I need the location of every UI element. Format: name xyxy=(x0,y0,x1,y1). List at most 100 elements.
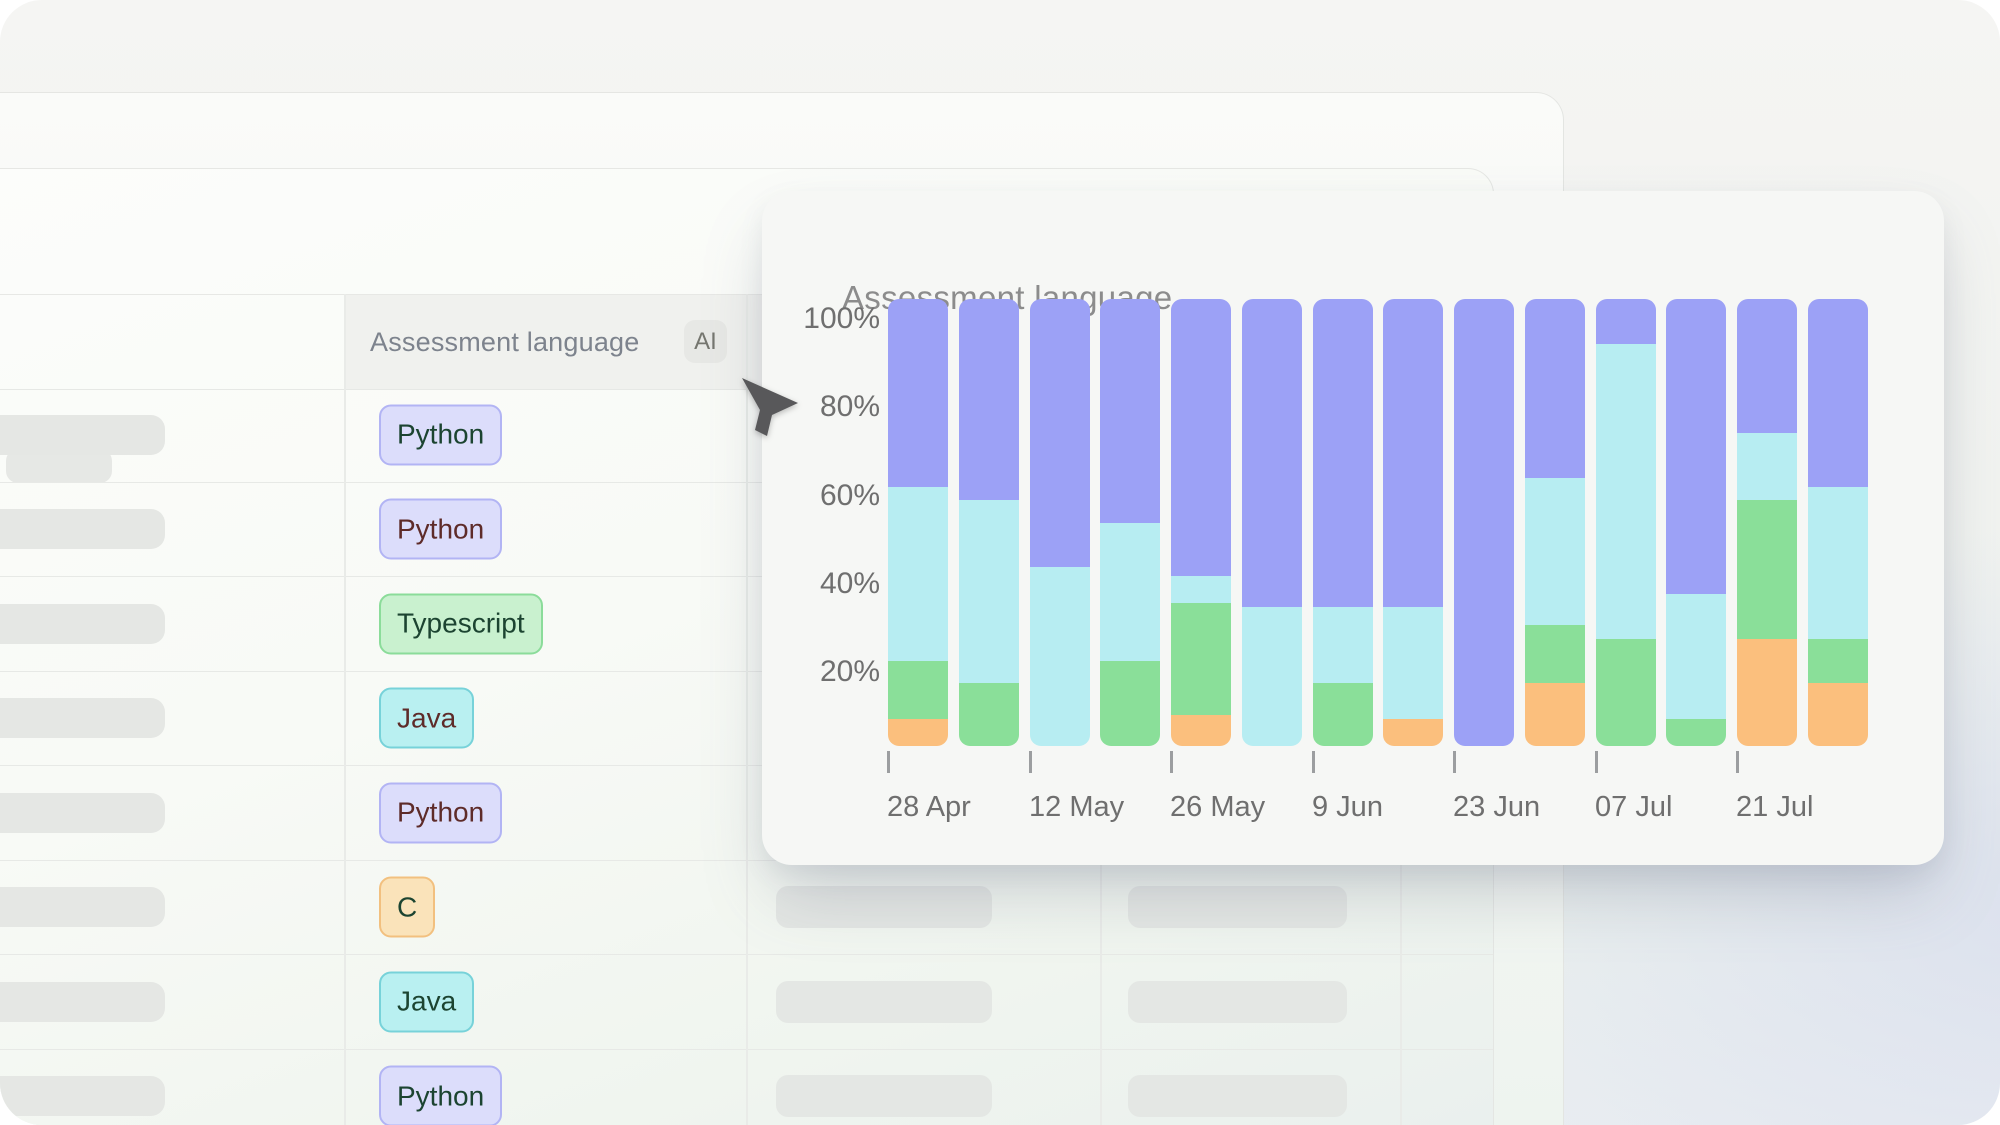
bar-segment-cyan xyxy=(1030,567,1090,746)
column-header-assessment-language[interactable]: Assessment language xyxy=(370,326,640,357)
bar-segment-purple xyxy=(1242,299,1302,608)
chart-card: Assessment language 100% 80% 60% 40% 20% 28 … xyxy=(762,191,1944,865)
chart-x-ticks xyxy=(887,751,1887,773)
column-divider-2 xyxy=(746,294,748,1125)
bar-segment-cyan xyxy=(1666,594,1726,720)
chart-bar[interactable] xyxy=(1525,299,1585,746)
bar-segment-purple xyxy=(1737,299,1797,434)
bar-segment-cyan xyxy=(1808,486,1868,639)
language-badge: Java xyxy=(379,687,475,749)
x-axis-tick-label: 07 Jul xyxy=(1595,791,1673,823)
chart-bar[interactable] xyxy=(1596,299,1656,746)
row-skeleton-pill xyxy=(0,792,165,833)
row-skeleton-pill xyxy=(0,698,165,739)
ai-badge[interactable]: AI xyxy=(684,320,727,363)
bar-segment-orange xyxy=(888,719,948,746)
bar-segment-cyan xyxy=(1100,522,1160,662)
chart-x-axis-labels: 28 Apr 12 May 26 May 9 Jun 23 Jun 07 Jul 21 Ju… xyxy=(887,791,1937,831)
language-badge: Python xyxy=(379,782,503,844)
chart-plot xyxy=(888,299,1888,746)
bar-segment-purple xyxy=(1313,299,1373,608)
chart-bar[interactable] xyxy=(1313,299,1373,746)
chart-bar[interactable] xyxy=(1808,299,1868,746)
bar-segment-orange xyxy=(1525,683,1585,746)
chart-bar[interactable] xyxy=(1383,299,1443,746)
bar-segment-green xyxy=(1313,683,1373,746)
chart-bar[interactable] xyxy=(1737,299,1797,746)
row-skeleton-pill-col3 xyxy=(776,1075,992,1118)
row-skeleton-pill-col3 xyxy=(776,980,992,1023)
row-skeleton-pill xyxy=(0,981,165,1022)
bar-segment-green xyxy=(1737,500,1797,639)
bar-segment-purple xyxy=(1030,299,1090,568)
row-skeleton-pill-col4 xyxy=(1128,886,1347,929)
row-skeleton-pill xyxy=(0,509,165,550)
bar-segment-purple xyxy=(1171,299,1231,577)
language-badge: Java xyxy=(379,971,475,1033)
bar-segment-green xyxy=(1596,638,1656,746)
bar-segment-green xyxy=(1808,638,1868,684)
y-axis-tick-label: 80% xyxy=(819,390,880,424)
bar-segment-purple xyxy=(1383,299,1443,608)
bar-segment-cyan xyxy=(1242,607,1302,746)
table-row: Typescript xyxy=(0,577,1493,672)
bar-segment-green xyxy=(888,661,948,720)
bar-segment-purple xyxy=(1808,299,1868,487)
bar-segment-purple xyxy=(1666,299,1726,595)
x-axis-tick-mark xyxy=(1170,751,1173,773)
bar-segment-cyan xyxy=(1737,433,1797,501)
chart-bar[interactable] xyxy=(1171,299,1231,746)
bar-segment-purple xyxy=(1454,299,1514,746)
bar-segment-orange xyxy=(1737,638,1797,746)
x-axis-tick-mark xyxy=(1736,751,1739,773)
y-axis-tick-label: 20% xyxy=(819,655,880,689)
bar-segment-cyan xyxy=(959,500,1019,684)
x-axis-tick-label: 21 Jul xyxy=(1736,791,1814,823)
chart-bar[interactable] xyxy=(1030,299,1090,746)
bar-segment-purple xyxy=(1596,299,1656,344)
bar-segment-green xyxy=(959,683,1019,746)
row-skeleton-pill xyxy=(0,887,165,928)
table-row: Python xyxy=(0,1050,1493,1125)
bar-segment-green xyxy=(1100,661,1160,746)
row-skeleton-pill-col4 xyxy=(1128,1075,1347,1118)
language-badge: C xyxy=(379,876,436,938)
bar-segment-green xyxy=(1171,602,1231,715)
chart-bar[interactable] xyxy=(1242,299,1302,746)
x-axis-tick-label: 9 Jun xyxy=(1312,791,1383,823)
y-axis-tick-label: 40% xyxy=(819,566,880,600)
chart-bar[interactable] xyxy=(1666,299,1726,746)
bar-segment-cyan xyxy=(1171,576,1231,603)
x-axis-tick-mark xyxy=(1595,751,1598,773)
row-skeleton-pill xyxy=(0,603,165,644)
x-axis-tick-mark xyxy=(887,751,890,773)
bar-segment-green xyxy=(1525,625,1585,684)
column-divider-1 xyxy=(344,294,346,1125)
bar-segment-cyan xyxy=(1596,343,1656,639)
x-axis-tick-label: 12 May xyxy=(1029,791,1125,823)
x-axis-tick-mark xyxy=(1029,751,1032,773)
x-axis-tick-label: 23 Jun xyxy=(1453,791,1541,823)
bar-segment-green xyxy=(1666,719,1726,746)
bar-segment-cyan xyxy=(888,486,948,662)
chart-y-axis: 100% 80% 60% 40% 20% xyxy=(762,191,880,865)
bar-segment-cyan xyxy=(1383,607,1443,720)
language-badge: Python xyxy=(379,404,503,466)
x-axis-tick-label: 26 May xyxy=(1170,791,1266,823)
bar-segment-purple xyxy=(1100,299,1160,523)
chart-bar[interactable] xyxy=(959,299,1019,746)
x-axis-tick-mark xyxy=(1312,751,1315,773)
bar-segment-purple xyxy=(959,299,1019,501)
chart-bar[interactable] xyxy=(888,299,948,746)
row-skeleton-pill xyxy=(0,1076,165,1117)
x-axis-tick-mark xyxy=(1453,751,1456,773)
bar-segment-cyan xyxy=(1525,477,1585,626)
row-skeleton-pill xyxy=(0,414,165,455)
row-skeleton-pill-col4 xyxy=(1128,980,1347,1023)
row-skeleton-pill-col3 xyxy=(776,886,992,929)
chart-bar[interactable] xyxy=(1454,299,1514,746)
chart-bar[interactable] xyxy=(1100,299,1160,746)
language-badge: Typescript xyxy=(379,593,543,655)
language-badge: Python xyxy=(379,498,503,560)
